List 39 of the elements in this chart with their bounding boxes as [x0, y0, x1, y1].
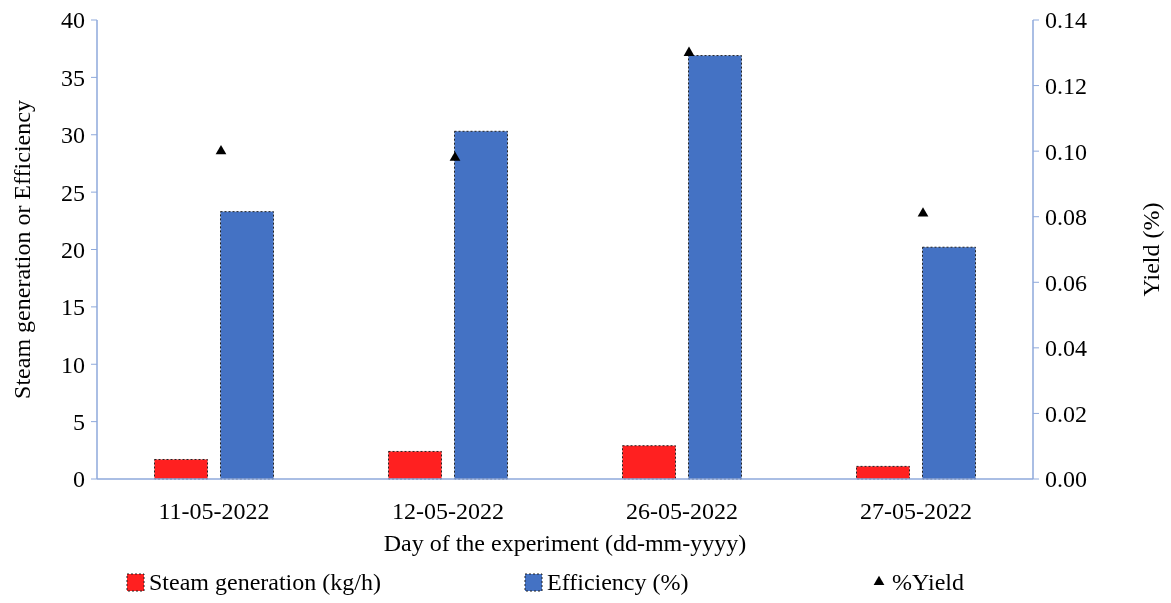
y2-tick-label: 0.02: [1045, 400, 1087, 427]
y-axis-title: Steam generation or Efficiency: [9, 100, 35, 399]
x-tick-label: 12-05-2022: [392, 498, 504, 524]
bar: [220, 211, 274, 480]
y-tick-label: 5: [73, 409, 85, 436]
y-tick-label: 10: [61, 351, 85, 378]
y2-tick-label: 0.00: [1045, 466, 1087, 493]
y2-tick-label: 0.08: [1045, 204, 1087, 231]
bar: [622, 445, 676, 480]
bar: [688, 55, 742, 480]
bar: [154, 458, 208, 480]
y-tick-label: 25: [61, 179, 85, 206]
legend-label: %Yield: [892, 569, 964, 596]
x-tick-label: 26-05-2022: [626, 498, 738, 524]
point: [917, 207, 929, 217]
y-tick-label: 15: [61, 294, 85, 321]
point: [215, 144, 227, 155]
legend-label: Steam generation (kg/h): [149, 569, 381, 596]
y2-tick-label: 0.06: [1045, 269, 1087, 296]
bar: [454, 130, 508, 480]
y-tick-label: 0: [73, 466, 85, 493]
bar: [856, 465, 910, 480]
point: [683, 46, 695, 56]
x-tick-label: 27-05-2022: [860, 498, 972, 524]
y2-tick-label: 0.04: [1045, 335, 1087, 362]
y2-tick-label: 0.14: [1045, 7, 1087, 34]
point: [449, 151, 461, 161]
x-axis-title: Day of the experiment (dd-mm-yyyy): [383, 530, 747, 556]
bar: [388, 450, 442, 480]
legend-label: Efficiency (%): [547, 569, 689, 596]
y2-tick-label: 0.12: [1045, 72, 1087, 99]
y-tick-label: 20: [61, 236, 85, 263]
y-tick-label: 35: [61, 64, 85, 91]
y-tick-label: 40: [61, 7, 85, 34]
y2-axis-title: Yield (%): [1138, 202, 1164, 297]
bar: [922, 246, 976, 480]
x-tick-label: 11-05-2022: [158, 498, 270, 524]
y-tick-label: 30: [61, 122, 85, 149]
y2-tick-label: 0.10: [1045, 138, 1087, 165]
